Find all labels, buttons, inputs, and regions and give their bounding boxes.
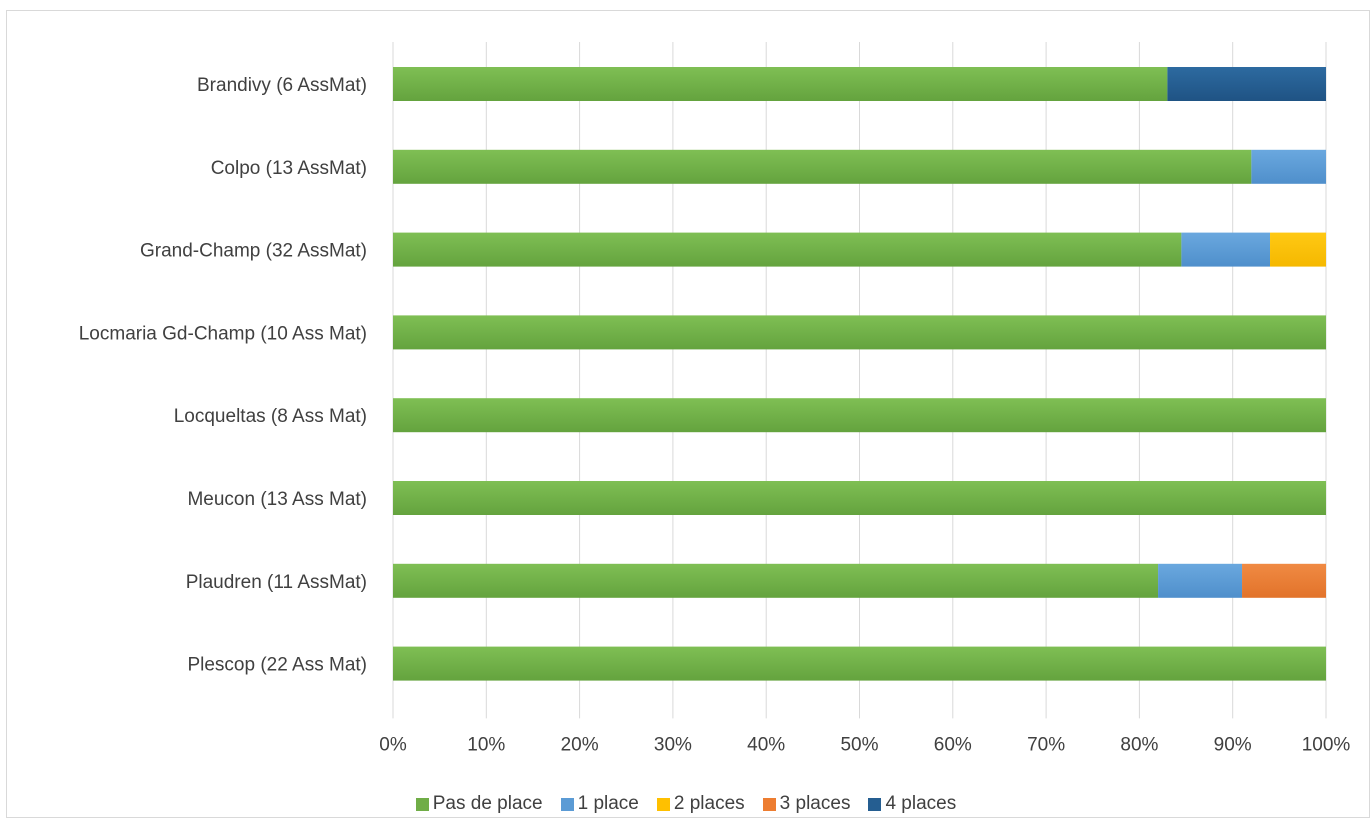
legend-item: 2 places: [656, 793, 745, 815]
bar-segment: [1158, 563, 1243, 598]
bar-segment: [393, 149, 1252, 184]
x-tick-label: 20%: [561, 734, 599, 755]
legend-item: Pas de place: [415, 793, 543, 815]
legend-label: 2 places: [673, 793, 745, 814]
legend-swatch: [868, 797, 882, 811]
legend-item: 1 place: [560, 793, 639, 815]
bar-segment: [1242, 563, 1326, 598]
x-tick-label: 10%: [467, 734, 505, 755]
x-tick-label: 50%: [840, 734, 878, 755]
category-label: Locmaria Gd-Champ (10 Ass Mat): [79, 323, 367, 344]
x-tick-label: 0%: [379, 734, 407, 755]
category-label: Locqueltas (8 Ass Mat): [174, 406, 367, 427]
legend-item: 4 places: [868, 793, 956, 815]
bar-segment: [393, 646, 1326, 681]
bar-segment: [393, 232, 1182, 267]
legend-label: 4 places: [885, 793, 957, 814]
bar-segment: [393, 67, 1168, 101]
x-tick-label: 40%: [747, 734, 785, 755]
bar-segment: [393, 481, 1326, 515]
legend: Pas de place 1 place 2 places 3 places 4 pla…: [0, 790, 1372, 818]
x-tick-label: 80%: [1120, 734, 1158, 755]
category-label: Colpo (13 AssMat): [211, 158, 367, 179]
bar-segment: [1167, 67, 1326, 101]
x-tick-label: 30%: [654, 734, 692, 755]
x-tick-label: 100%: [1302, 734, 1351, 755]
category-label: Brandivy (6 AssMat): [197, 75, 367, 96]
x-tick-label: 90%: [1214, 734, 1252, 755]
legend-label: Pas de place: [432, 793, 543, 814]
bar-segment: [393, 563, 1159, 598]
legend-swatch: [656, 797, 670, 811]
x-tick-label: 60%: [934, 734, 972, 755]
bar-segment: [1181, 232, 1271, 267]
category-label: Grand-Champ (32 AssMat): [140, 241, 367, 262]
stacked-bar-chart: 0% 10% 20% 30% 40% 50% 60% 70% 80% 90% 100% Brandiv…: [79, 42, 1351, 755]
x-tick-label: 70%: [1027, 734, 1065, 755]
category-label: Plaudren (11 AssMat): [186, 572, 367, 593]
bar-segment: [1251, 149, 1326, 184]
category-label: Plescop (22 Ass Mat): [187, 655, 367, 676]
legend-label: 1 place: [577, 793, 639, 814]
legend-item: 3 places: [762, 793, 851, 815]
legend-swatch: [762, 797, 776, 811]
legend-swatch: [560, 797, 574, 811]
category-label: Meucon (13 Ass Mat): [187, 489, 367, 510]
bar-segment: [1270, 232, 1326, 267]
legend-swatch: [415, 797, 429, 811]
legend-label: 3 places: [779, 793, 851, 814]
bar-segment: [393, 315, 1326, 350]
bar-segment: [393, 398, 1326, 433]
